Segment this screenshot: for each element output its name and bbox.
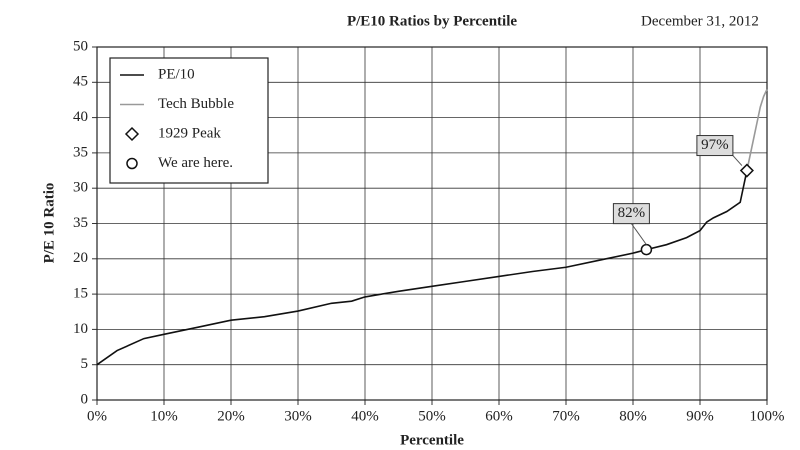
- x-tick-label: 30%: [284, 408, 312, 424]
- x-tick-label: 20%: [217, 408, 245, 424]
- y-tick-label: 45: [73, 74, 88, 90]
- x-tick-label: 60%: [485, 408, 513, 424]
- y-tick-label: 50: [73, 38, 88, 54]
- y-tick-label: 35: [73, 144, 88, 160]
- legend-label: PE/10: [158, 66, 195, 82]
- legend-swatch: [126, 157, 138, 170]
- y-tick-label: 15: [73, 286, 88, 302]
- x-tick-label: 0%: [87, 408, 107, 424]
- y-tick-label: 40: [73, 109, 88, 125]
- x-tick-label: 80%: [619, 408, 647, 424]
- annotation-leader: [732, 155, 743, 166]
- annotation: 97%: [701, 137, 729, 153]
- y-tick-label: 20: [73, 250, 88, 266]
- annotation-box: [696, 135, 734, 157]
- x-axis-label: Percentile: [400, 432, 464, 448]
- x-tick-label: 70%: [552, 408, 580, 424]
- legend-label: We are here.: [158, 155, 233, 171]
- x-tick-label: 100%: [750, 408, 785, 424]
- x-tick-label: 40%: [351, 408, 379, 424]
- chart-title: P/E10 Ratios by Percentile: [347, 13, 517, 29]
- line: [746, 89, 768, 171]
- annotation-leader: [630, 223, 647, 245]
- plot-frame: [96, 46, 768, 401]
- x-tick-label: 10%: [150, 408, 178, 424]
- y-tick-label: 0: [81, 391, 89, 407]
- y-tick-label: 5: [81, 356, 89, 372]
- y-axis-label: P/E 10 Ratio: [41, 183, 57, 264]
- annotation: 82%: [618, 205, 646, 221]
- y-tick-label: 10: [73, 321, 88, 337]
- line: [96, 170, 748, 366]
- legend-label: Tech Bubble: [158, 96, 234, 112]
- chart-subtitle: December 31, 2012: [641, 13, 759, 29]
- y-tick-label: 30: [73, 180, 88, 196]
- marker: [739, 163, 754, 178]
- x-tick-label: 90%: [686, 408, 714, 424]
- legend-label: 1929 Peak: [158, 125, 221, 141]
- legend-swatch: [124, 126, 140, 142]
- y-tick-label: 35: [73, 215, 88, 231]
- marker: [640, 243, 653, 256]
- annotation-box: [612, 203, 650, 225]
- x-tick-label: 50%: [418, 408, 446, 424]
